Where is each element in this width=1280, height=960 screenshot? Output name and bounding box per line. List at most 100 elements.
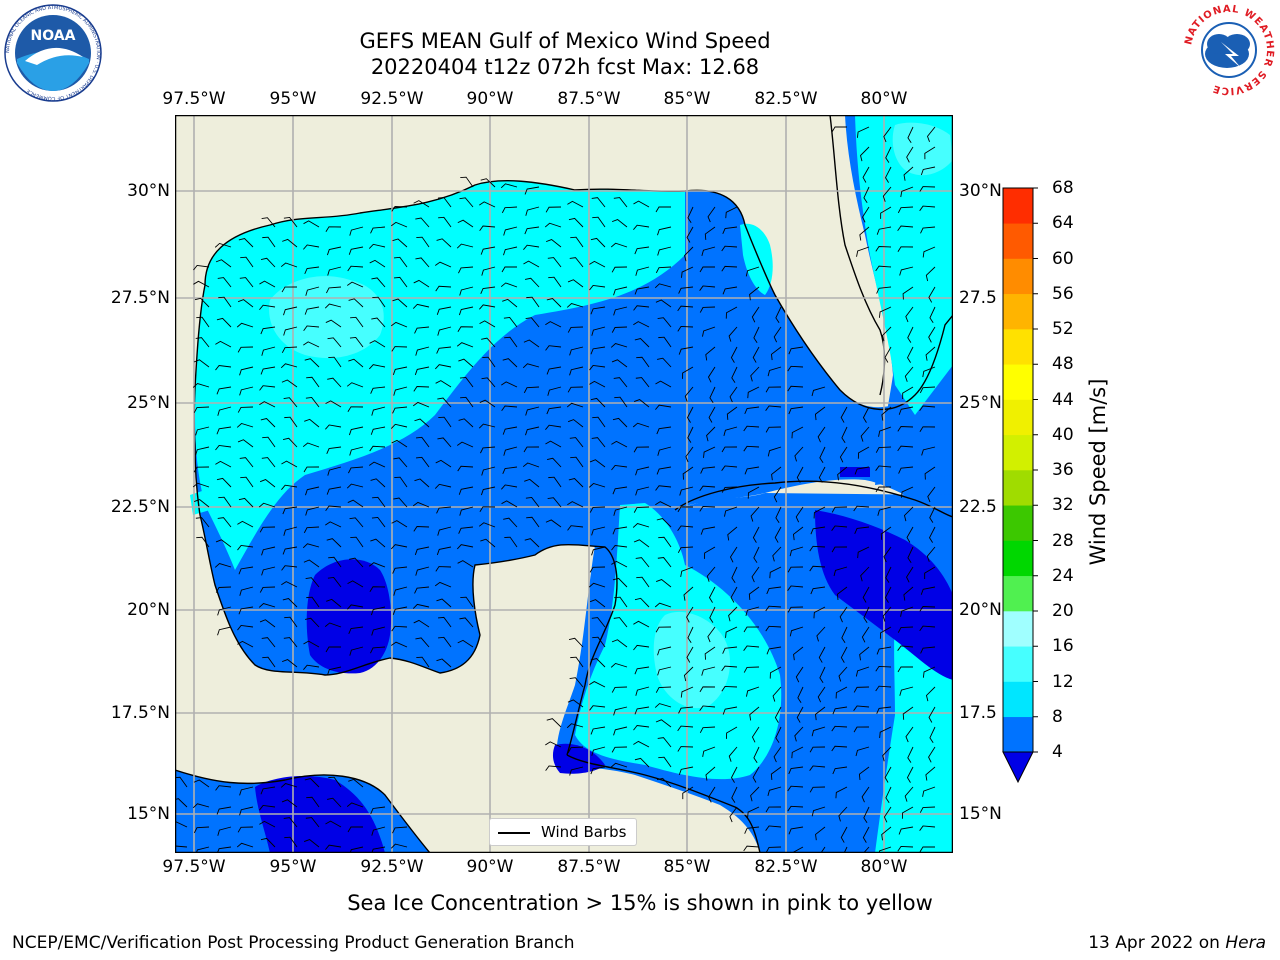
wind-barb [793, 526, 804, 541]
lat-label-right: 15°N [959, 804, 1002, 824]
wind-barb [326, 286, 342, 294]
colorbar-label: Wind Speed [m/s] [1086, 378, 1110, 566]
colorbar-tick-label: 64 [1052, 213, 1074, 234]
colorbar-tick-label: 68 [1052, 178, 1074, 198]
wind-barb [635, 266, 650, 276]
wind-barb [393, 497, 408, 508]
wind-barb [589, 365, 606, 371]
wind-barb [819, 666, 826, 683]
wind-barb [369, 340, 386, 348]
wind-barb [745, 686, 760, 697]
wind-barb [815, 826, 826, 841]
wind-barb [370, 226, 386, 234]
wind-barb [438, 216, 452, 228]
wind-barb-legend-line [498, 832, 530, 834]
wind-barb [413, 200, 430, 208]
wind-barb [589, 459, 606, 468]
wind-barb [729, 386, 738, 403]
wind-barb [569, 366, 584, 376]
wind-barb [482, 356, 496, 368]
wind-barb [611, 686, 628, 693]
wind-barb [522, 363, 540, 369]
wind-barb [765, 386, 782, 393]
wind-barb [657, 317, 672, 328]
wind-barb [897, 206, 914, 214]
wind-barb [304, 266, 320, 275]
wind-barb [500, 183, 518, 189]
wind-barb [612, 577, 628, 588]
wind-barb [436, 598, 452, 608]
wind-barb [436, 506, 452, 514]
wind-barb [633, 539, 650, 548]
wind-barb [325, 844, 342, 850]
wind-barb [238, 497, 254, 508]
wind-barb [725, 306, 738, 319]
wind-barb [633, 725, 650, 731]
wind-barb [281, 799, 298, 808]
wind-barb [390, 221, 408, 228]
wind-barb [325, 319, 342, 328]
wind-barb [328, 556, 342, 568]
wind-barb [751, 726, 760, 743]
wind-barb [372, 496, 386, 508]
wind-barb [901, 806, 914, 819]
wind-barb [721, 245, 738, 252]
wind-barb [261, 546, 276, 556]
wind-barb [215, 259, 232, 268]
wind-barb [195, 426, 210, 436]
wind-barb [791, 426, 804, 439]
wind-barb [567, 699, 584, 708]
wind-barb [765, 426, 782, 433]
wind-barb [545, 519, 562, 528]
wind-barb [855, 746, 870, 757]
wind-barb [817, 426, 826, 443]
wind-barb [750, 366, 760, 382]
wind-barb [743, 425, 760, 432]
wind-barb [590, 766, 606, 775]
wind-barb [325, 820, 342, 828]
wind-barb [459, 617, 474, 628]
wind-barb [897, 445, 914, 452]
wind-barb [237, 299, 254, 308]
wind-barb [722, 646, 738, 654]
wind-barb [350, 536, 364, 548]
wind-barb [588, 482, 606, 488]
wind-barb [731, 366, 738, 383]
wind-barb [772, 686, 782, 702]
wind-barb [368, 364, 386, 370]
wind-barb [765, 625, 782, 632]
colorbar-band [1003, 223, 1033, 259]
wind-barb [304, 617, 320, 628]
wind-barb [875, 465, 892, 471]
wind-barb [435, 380, 452, 388]
wind-barb [882, 186, 892, 202]
wind-barb [862, 586, 870, 603]
wind-barb [699, 266, 716, 273]
wind-barb [875, 446, 892, 453]
wind-barb [635, 557, 650, 568]
wind-barb [612, 486, 628, 495]
wind-barb [326, 598, 342, 608]
wind-barb [480, 178, 496, 188]
wind-barb [217, 277, 232, 288]
wind-barb [566, 303, 584, 308]
wind-barb [306, 376, 320, 388]
wind-barb [259, 401, 276, 408]
wind-barb [324, 303, 342, 309]
wind-barb [919, 426, 936, 433]
lat-label-left: 15°N [127, 804, 170, 824]
wind-barb [611, 464, 628, 471]
wind-barb [730, 766, 738, 783]
wind-barb [216, 386, 232, 395]
wind-barb [283, 397, 298, 408]
wind-barb [831, 546, 848, 553]
wind-barb [414, 366, 430, 376]
lat-label-right: 27.5 [959, 288, 997, 308]
wind-barb [897, 426, 914, 432]
wind-barb [193, 406, 210, 413]
wind-barb [260, 366, 276, 375]
wind-barb [237, 640, 254, 648]
wind-barb [809, 545, 826, 552]
wind-barb [478, 522, 496, 528]
map-title: GEFS MEAN Gulf of Mexico Wind Speed [359, 29, 771, 53]
